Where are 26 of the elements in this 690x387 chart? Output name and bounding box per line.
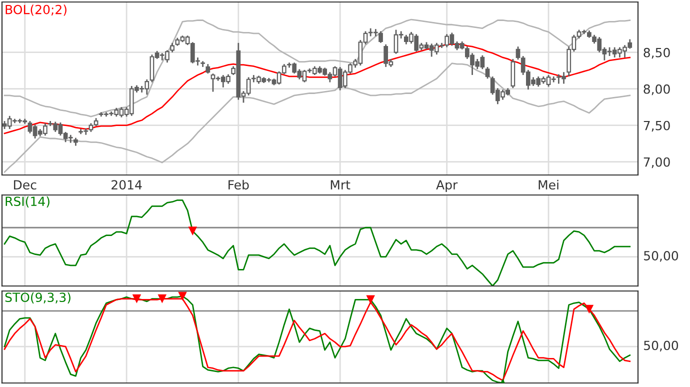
- candlestick: [200, 61, 205, 67]
- line-series: [4, 18, 631, 118]
- x-tick-label: Mrt: [330, 180, 350, 190]
- y-tick-label: 8,50: [644, 48, 670, 59]
- point: [366, 295, 375, 304]
- x-tick-label: Apr: [436, 180, 458, 192]
- chart-title: STO(9,3,3): [5, 292, 70, 304]
- candlestick: [485, 67, 490, 79]
- x-tick-label: Mei: [538, 180, 558, 190]
- text: 50,00: [644, 250, 678, 262]
- text: 50,00: [644, 340, 678, 352]
- point: [178, 292, 187, 301]
- y-tick-label: 7,00: [644, 157, 670, 168]
- candlestick: [378, 31, 383, 43]
- point: [158, 294, 167, 304]
- x-tick-label: 2014: [112, 180, 142, 190]
- y-tick-label: 7,50: [644, 120, 670, 132]
- chart-title: BOL(20;2): [6, 4, 66, 16]
- line-series: [4, 62, 631, 173]
- chart-title: RSI(14): [6, 196, 50, 208]
- x-tick-label: Dec: [14, 180, 36, 190]
- point: [584, 304, 594, 314]
- point: [132, 294, 142, 304]
- y-tick-label: 8,00: [644, 84, 670, 96]
- x-tick-label: Feb: [228, 180, 249, 190]
- line-series: [4, 44, 631, 134]
